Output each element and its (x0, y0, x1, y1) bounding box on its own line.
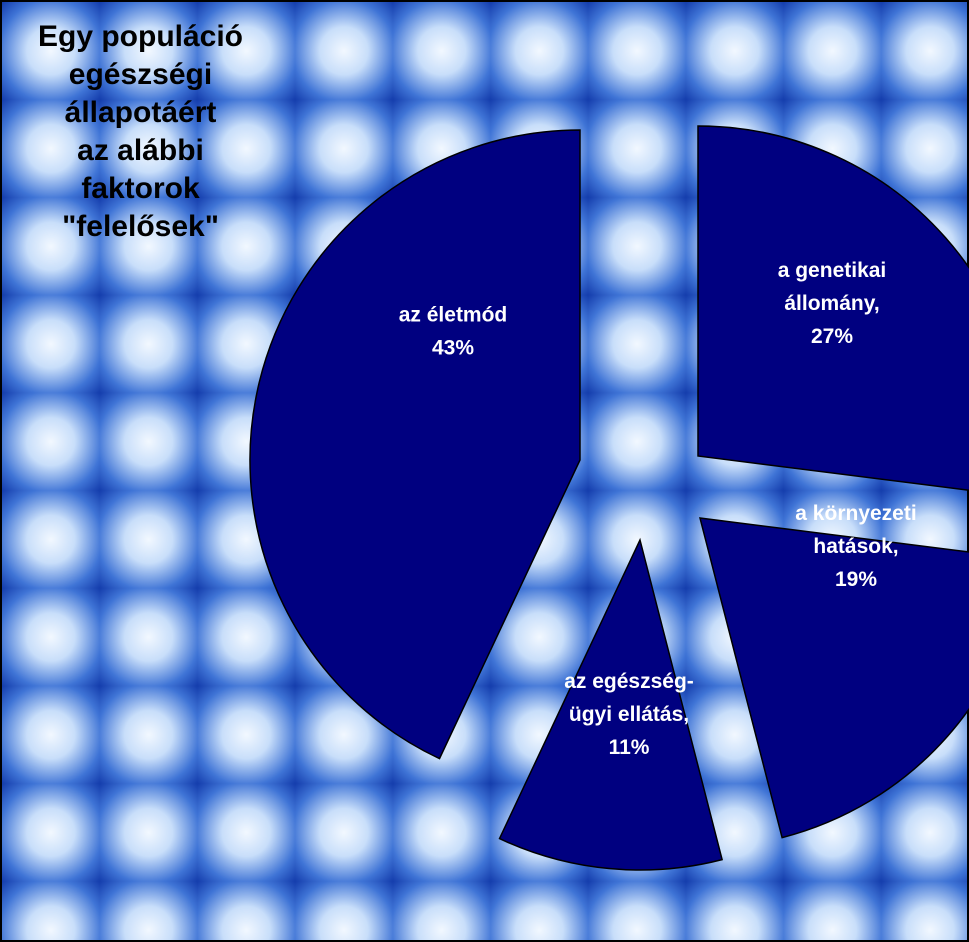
slice-label: az életmód 43% (399, 304, 508, 360)
chart-title-line: faktorok (81, 172, 200, 205)
chart-title-line: állapotáért (64, 96, 217, 129)
slice-label-line: 43% (432, 337, 474, 360)
slice-label-line: állomány, (784, 292, 879, 315)
slices-group (249, 125, 969, 871)
pie-slice (698, 517, 969, 839)
slice-label-line: 27% (811, 325, 853, 348)
slice-label-line: hatások, (813, 535, 898, 558)
slice-label-line: az életmód (399, 304, 508, 327)
pie-slice (697, 125, 969, 492)
slice-label: az egészség-ügyi ellátás, 11% (564, 670, 694, 759)
slice-label-line: 11% (609, 736, 650, 759)
chart-title-line: az alábbi (77, 134, 204, 167)
slice-label: a környezeti hatások, 19% (795, 502, 916, 591)
slice-label-line: ügyi ellátás, (569, 703, 689, 726)
pie-slice (498, 537, 724, 871)
chart-title: Egy populáció egészségi állapotáért az a… (8, 18, 273, 246)
chart-title-line: egészségi (68, 58, 213, 91)
slice-label: a genetikai állomány, 27% (778, 259, 887, 348)
labels-group: a genetikai állomány, 27% a környezeti hatás… (399, 259, 917, 759)
chart-title-line: "felelősek" (62, 210, 219, 243)
slice-label-line: a genetikai (778, 259, 887, 282)
chart-title-line: Egy populáció (37, 20, 244, 53)
slice-label-line: az egészség- (564, 670, 694, 693)
slice-label-line: 19% (835, 568, 877, 591)
pie-slice (249, 129, 581, 760)
slice-label-line: a környezeti (795, 502, 916, 525)
